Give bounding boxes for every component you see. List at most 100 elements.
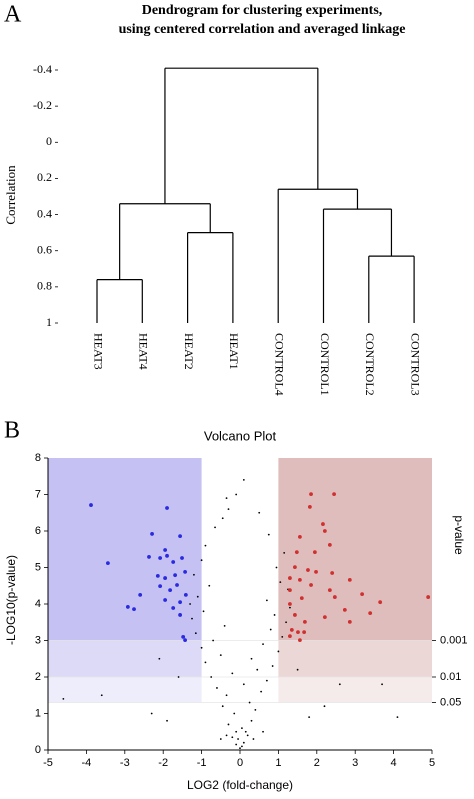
data-point (132, 607, 136, 612)
leaf-label: CONTROL2 (363, 333, 377, 396)
data-point (250, 719, 253, 722)
data-point (242, 683, 245, 686)
data-point (342, 607, 347, 612)
data-point (191, 617, 193, 620)
data-point (180, 556, 184, 560)
data-point (262, 643, 264, 646)
data-point (158, 657, 161, 660)
data-point (307, 505, 312, 509)
y-tick-label: 1 (46, 315, 52, 329)
data-point (175, 583, 179, 587)
data-point (168, 588, 173, 593)
data-point (235, 743, 238, 746)
data-point (265, 679, 268, 682)
y-tick-label: 3 (35, 634, 41, 646)
data-point (258, 511, 261, 514)
data-point (166, 719, 168, 722)
data-point (178, 534, 182, 539)
data-point (189, 603, 191, 605)
data-point (309, 492, 313, 497)
data-point (219, 654, 222, 656)
data-point (283, 552, 286, 554)
shaded-region (278, 640, 432, 677)
data-point (125, 605, 130, 609)
leaf-label: HEAT3 (91, 333, 105, 370)
data-point (294, 550, 299, 555)
data-point (100, 694, 103, 697)
data-point (281, 635, 284, 638)
data-point (289, 606, 291, 609)
y-tick-label: 0 (35, 744, 41, 756)
data-point (347, 619, 352, 624)
data-point (227, 723, 230, 726)
data-point (225, 694, 228, 697)
leaf-label: CONTROL1 (318, 333, 332, 396)
data-point (244, 730, 247, 733)
data-point (309, 583, 313, 587)
y-axis-label: Correlation (3, 165, 18, 225)
data-point (231, 736, 234, 739)
shaded-region (48, 458, 202, 641)
data-point (241, 727, 243, 729)
data-point (147, 555, 151, 559)
x-axis-label: LOG2 (fold-change) (187, 778, 293, 792)
chart-title: Volcano Plot (204, 428, 277, 443)
leaf-label: CONTROL3 (408, 333, 422, 396)
x-tick-label: 2 (314, 757, 320, 769)
data-point (252, 738, 255, 740)
y-tick-label: 2 (35, 671, 41, 683)
data-point (89, 503, 93, 507)
data-point (150, 532, 154, 536)
x-tick-label: -2 (158, 757, 168, 769)
data-point (293, 613, 297, 617)
data-point (225, 497, 228, 500)
data-point (256, 668, 259, 671)
data-point (235, 730, 238, 733)
data-point (332, 492, 336, 497)
data-point (271, 665, 274, 667)
x-tick-label: 5 (429, 757, 435, 769)
data-point (173, 573, 178, 578)
data-point (242, 479, 245, 481)
data-point (262, 730, 264, 733)
data-point (426, 595, 431, 599)
data-point (299, 596, 304, 601)
y2-axis-label: p-value (452, 515, 466, 555)
y-tick-label: 0.6 (37, 242, 52, 256)
leaf-label: CONTROL4 (272, 333, 286, 396)
data-point (171, 560, 176, 564)
panel-b: B Volcano Plot LOG2 (fold-change) -LOG10… (4, 418, 468, 793)
data-point (322, 529, 327, 533)
shaded-region (278, 458, 432, 641)
data-point (302, 630, 307, 635)
data-point (246, 734, 249, 737)
y-tick-label: 4 (35, 598, 41, 610)
data-point (338, 683, 341, 686)
x-tick-label: -1 (197, 757, 207, 769)
y-tick-label: 6 (35, 525, 41, 537)
data-point (235, 493, 238, 496)
data-point (332, 595, 337, 599)
y-axis-label: -LOG10(p-value) (4, 555, 18, 645)
data-point (163, 598, 168, 602)
data-point (293, 565, 297, 570)
data-point (221, 705, 224, 708)
y2-tick-label: 0.05 (440, 696, 461, 708)
chart-title: using centered correlation and averaged … (119, 22, 406, 37)
shaded-region (48, 640, 202, 677)
data-point (227, 508, 230, 510)
data-point (298, 534, 302, 539)
data-point (183, 638, 187, 643)
data-point (158, 584, 163, 589)
y-tick-label: 0 (46, 134, 52, 148)
data-point (302, 619, 307, 624)
data-point (150, 712, 153, 715)
data-point (269, 628, 272, 631)
data-point (381, 683, 383, 686)
data-point (216, 687, 218, 689)
data-point (250, 657, 253, 660)
data-point (165, 506, 169, 510)
y-tick-label: 0.8 (37, 279, 52, 293)
data-point (396, 716, 399, 719)
data-point (306, 568, 310, 572)
